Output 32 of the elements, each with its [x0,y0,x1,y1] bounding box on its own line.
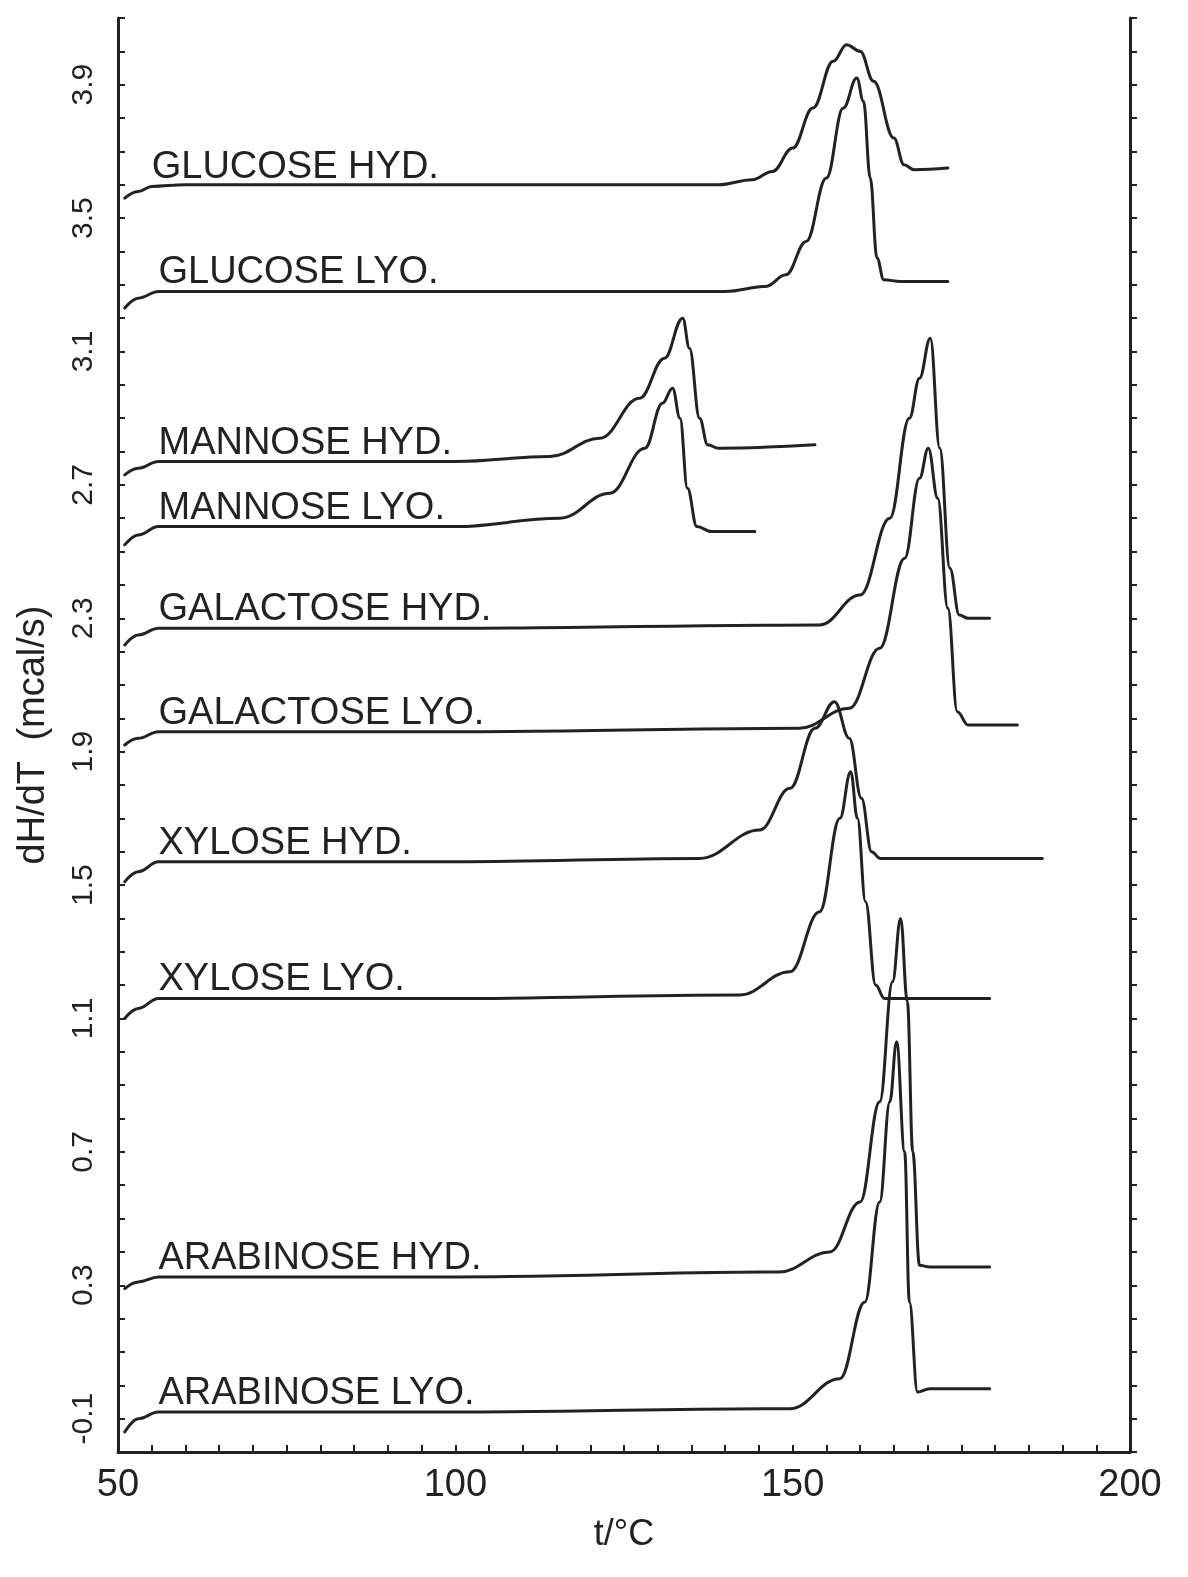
series-label: XYLOSE HYD. [158,819,412,862]
series-label: MANNOSE HYD. [158,419,452,462]
y-tick-label: 1.5 [64,864,98,906]
series-label: GLUCOSE HYD. [151,144,439,187]
series-label: XYLOSE LYO. [158,956,405,999]
y-tick-label: 0.7 [64,1131,98,1173]
series-label: MANNOSE LYO. [158,484,445,527]
line-series [123,386,757,547]
y-axis-title: dH/dT (mcal/s) [10,605,52,865]
y-tick-label: 3.9 [64,63,98,106]
series-label: ARABINOSE HYD. [158,1234,482,1277]
series-label: GLUCOSE LYO. [158,249,439,292]
series-label: ARABINOSE LYO. [158,1369,475,1412]
line-series [123,1040,992,1434]
y-tick-label: 1.9 [64,730,98,773]
y-tick-label: 3.5 [64,197,98,239]
line-series [123,43,950,200]
series-label: GALACTOSE HYD. [158,586,492,629]
y-tick-label: 3.1 [64,330,98,373]
y-tick-label: 2.7 [64,464,98,506]
x-tick-label: 50 [96,1462,140,1504]
y-tick-label: 2.3 [64,597,98,640]
line-series [123,76,950,310]
x-tick-label: 100 [423,1462,488,1504]
x-tick-label: 200 [1098,1462,1162,1504]
y-tick-label: 0.3 [64,1264,98,1307]
x-axis-title: t/°C [593,1511,655,1553]
y-tick-label: -0.1 [64,1392,98,1445]
line-series [123,316,817,477]
x-tick-label: 150 [760,1462,825,1504]
y-tick-label: 1.1 [64,997,98,1040]
series-label: GALACTOSE LYO. [158,689,485,732]
